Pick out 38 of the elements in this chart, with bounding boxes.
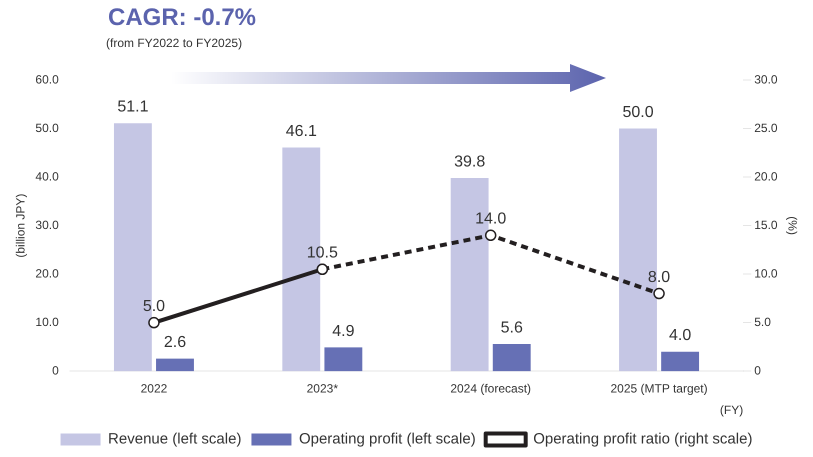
x-tick-label: 2025 (MTP target) [610, 382, 708, 396]
y-tick-label: 60.0 [35, 72, 60, 86]
data-label: 8.0 [648, 268, 670, 286]
data-label: 2.6 [164, 334, 186, 351]
data-label: 39.8 [454, 153, 486, 170]
legend-label: Operating profit ratio (right scale) [533, 430, 752, 448]
data-label: 4.9 [332, 322, 355, 340]
data-label: 51.1 [117, 98, 149, 116]
x-tick-label: 2022 [140, 382, 168, 396]
x-tick-label: 2024 (forecast) [450, 382, 532, 396]
text: CAGR: -0.7% [108, 4, 256, 32]
y2-axis-title: (%) [785, 216, 800, 235]
y2-tick-label: 15.0 [754, 218, 778, 232]
text: (from FY2022 to FY2025) [106, 36, 242, 50]
y-tick-label: 10.0 [35, 314, 60, 329]
y-tick-label: 40.0 [35, 169, 60, 184]
legend-label: Revenue (left scale) [108, 430, 242, 448]
data-label: 50.0 [622, 104, 654, 121]
y2-tick-label: 0 [754, 364, 762, 378]
legend-label: Operating profit (left scale) [298, 430, 476, 448]
y2-tick-label: 30.0 [754, 72, 778, 86]
y-tick-label: 50.0 [35, 120, 60, 135]
x-tick-label: 2023* [306, 382, 338, 396]
y2-tick-label: 25.0 [754, 120, 778, 135]
data-label: 46.1 [286, 122, 317, 140]
data-label: 4.0 [668, 327, 692, 344]
data-label: 10.5 [306, 244, 338, 262]
y2-tick-label: 5.0 [754, 314, 772, 329]
y-axis-title: (billion JPY) [14, 194, 28, 258]
x-axis-title: (FY) [720, 403, 744, 418]
data-label: 14.0 [475, 210, 506, 228]
y-tick-label: 0 [52, 364, 60, 378]
y2-tick-label: 20.0 [754, 169, 778, 184]
y2-tick-label: 10.0 [754, 266, 778, 280]
y-tick-label: 20.0 [35, 266, 60, 280]
y-tick-label: 30.0 [35, 218, 60, 232]
data-label: 5.6 [500, 319, 523, 336]
data-label: 5.0 [142, 298, 166, 316]
